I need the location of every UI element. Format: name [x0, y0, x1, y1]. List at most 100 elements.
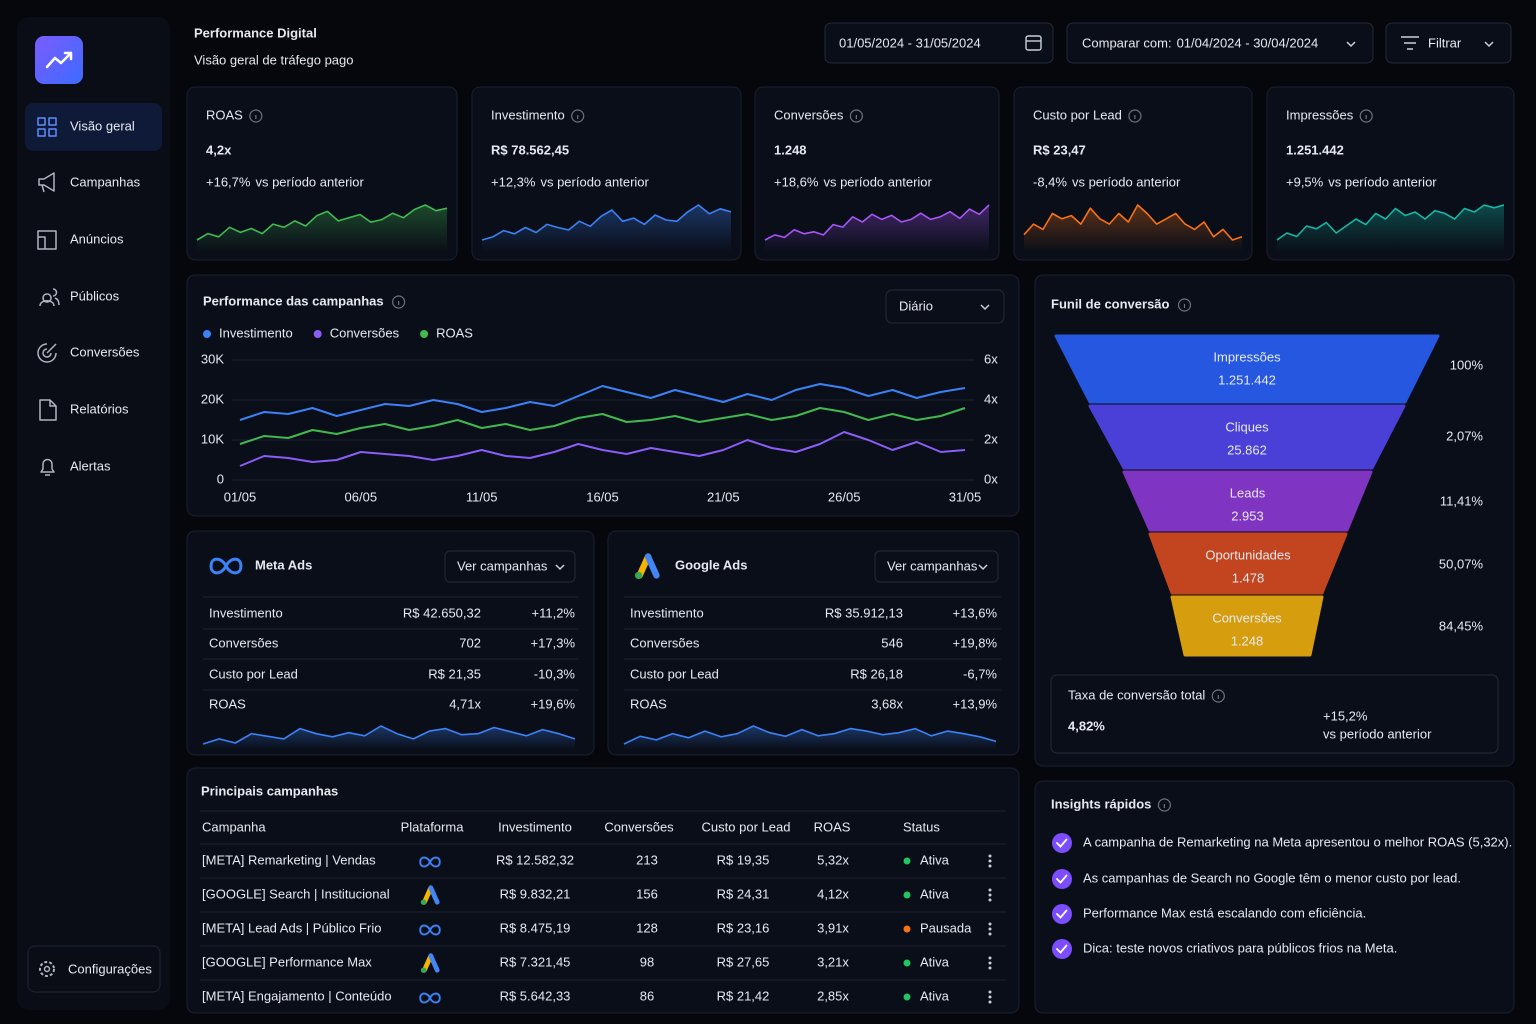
nav-item[interactable]: Anúncios	[70, 231, 124, 246]
row-menu[interactable]	[988, 859, 992, 863]
funnel-stage-label: Conversões	[1212, 610, 1282, 625]
x-tick-label: 16/05	[586, 489, 619, 504]
row-menu[interactable]	[988, 927, 992, 931]
nav-icon	[40, 458, 55, 476]
view-campaigns-button[interactable]	[874, 550, 999, 583]
date-range: 01/05/2024 - 31/05/2024	[839, 35, 981, 50]
funnel-stage	[1122, 470, 1373, 532]
x-tick-label: 31/05	[949, 489, 982, 504]
sparkline	[764, 204, 990, 241]
row-menu[interactable]	[988, 961, 992, 965]
cell-investment: R$ 7.321,45	[500, 954, 571, 969]
funnel-stage-pct: 84,45%	[1439, 618, 1484, 633]
total-rate-value: 4,82%	[1068, 718, 1105, 733]
metric-label: ROAS	[630, 696, 667, 711]
sparkline	[1276, 204, 1505, 241]
check-icon	[1056, 909, 1068, 919]
kpi-delta: +9,5%	[1286, 174, 1324, 189]
row-menu[interactable]	[988, 956, 992, 960]
view-campaigns-button[interactable]	[444, 550, 576, 583]
metric-delta: +13,9%	[953, 696, 998, 711]
y-tick-label: 20K	[201, 391, 224, 406]
x-tick-label: 21/05	[707, 489, 740, 504]
row-menu[interactable]	[988, 898, 992, 902]
metric-delta: +13,6%	[953, 605, 998, 620]
nav-item[interactable]: Públicos	[70, 288, 120, 303]
metric-delta: +19,6%	[531, 696, 576, 711]
meta-icon	[419, 856, 441, 868]
google-icon	[634, 571, 643, 580]
nav-item[interactable]: Campanhas	[70, 174, 141, 189]
status-dot	[903, 891, 911, 899]
table-header: ROAS	[814, 819, 851, 834]
date-picker[interactable]	[824, 22, 1054, 64]
info-icon	[249, 109, 263, 123]
row-menu[interactable]	[988, 864, 992, 868]
nav-item[interactable]: Conversões	[70, 344, 140, 359]
logo-icon	[45, 51, 73, 69]
google-icon	[428, 885, 440, 905]
metric-value: R$ 26,18	[850, 666, 903, 681]
legend-label: Conversões	[330, 325, 400, 340]
settings-button[interactable]	[27, 945, 161, 993]
sparkline	[481, 204, 732, 241]
kpi-delta: +16,7%	[206, 174, 251, 189]
row-menu[interactable]	[988, 922, 992, 926]
nav-item[interactable]: Relatórios	[70, 401, 129, 416]
cell-cpl: R$ 21,42	[717, 988, 770, 1003]
check-icon	[1052, 904, 1072, 924]
metric-delta: +11,2%	[532, 605, 576, 620]
cell-status: Ativa	[920, 852, 950, 867]
table-header: Status	[903, 819, 940, 834]
status-dot	[903, 925, 911, 933]
y2-tick-label: 0x	[984, 471, 998, 486]
table-header: Investimento	[498, 819, 572, 834]
kpi-label: Investimento	[491, 107, 565, 122]
metric-value: 702	[459, 635, 481, 650]
cell-investment: R$ 5.642,33	[500, 988, 571, 1003]
cell-conversions: 98	[640, 954, 654, 969]
cell-roas: 3,91x	[817, 920, 849, 935]
metric-label: Conversões	[630, 635, 700, 650]
table-header: Custo por Lead	[702, 819, 791, 834]
cell-roas: 4,12x	[817, 886, 849, 901]
funnel-stage-label: Impressões	[1213, 349, 1281, 364]
row-menu[interactable]	[988, 990, 992, 994]
filter-icon	[1401, 36, 1419, 50]
nav-active-bg	[25, 103, 162, 151]
y2-tick-label: 2x	[984, 431, 998, 446]
nav-item[interactable]: Alertas	[70, 458, 111, 473]
row-menu[interactable]	[988, 854, 992, 858]
funnel-stage	[1170, 595, 1324, 657]
legend-dot	[313, 330, 322, 338]
cell-campaign: [GOOGLE] Performance Max	[202, 954, 372, 969]
kpi-delta: -8,4%	[1033, 174, 1067, 189]
row-menu[interactable]	[988, 932, 992, 936]
kpi-note: vs período anterior	[823, 174, 932, 189]
funnel-stage-label: Oportunidades	[1205, 547, 1291, 562]
chevron	[1484, 41, 1494, 48]
row-menu[interactable]	[988, 966, 992, 970]
nav-item[interactable]: Visão geral	[70, 118, 135, 133]
metric-value: R$ 35.912,13	[825, 605, 903, 620]
funnel-stage-pct: 2,07%	[1446, 428, 1483, 443]
chart-title: Performance das campanhas	[203, 293, 384, 308]
row-menu[interactable]	[988, 1000, 992, 1004]
row-menu[interactable]	[988, 888, 992, 892]
kpi-value: 1.248	[774, 142, 807, 157]
sparkline	[623, 725, 997, 745]
row-menu[interactable]	[988, 995, 992, 999]
check-icon	[1056, 874, 1068, 884]
total-rate-delta: +15,2%	[1323, 708, 1368, 723]
filter-label: Filtrar	[1428, 35, 1462, 50]
kpi-value: R$ 78.562,45	[491, 142, 569, 157]
row-menu[interactable]	[988, 893, 992, 897]
compare-picker[interactable]	[1066, 22, 1374, 64]
info-icon	[1128, 109, 1142, 123]
cell-campaign: [GOOGLE] Search | Institucional	[202, 886, 390, 901]
period-select[interactable]	[885, 289, 1005, 324]
cell-cpl: R$ 27,65	[717, 954, 770, 969]
filter-button[interactable]	[1385, 22, 1512, 64]
metric-label: Custo por Lead	[209, 666, 298, 681]
